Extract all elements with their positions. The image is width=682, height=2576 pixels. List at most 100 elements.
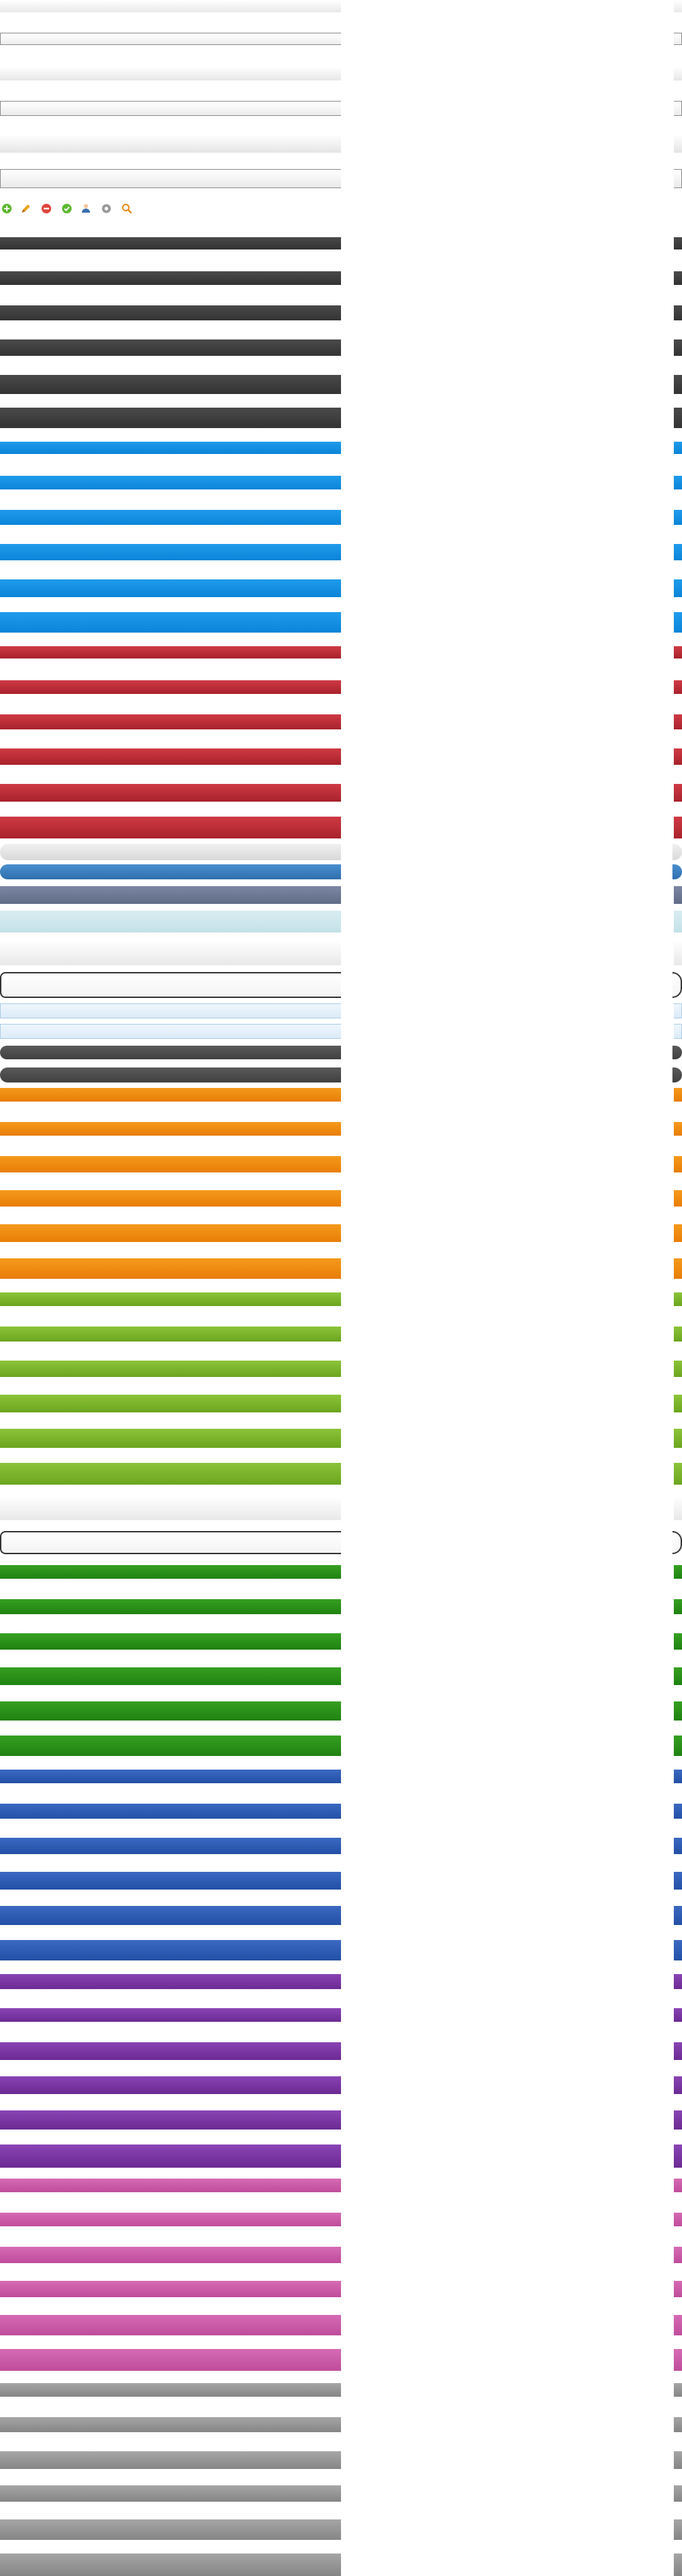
- button-cap-purple: [674, 2076, 682, 2094]
- settings-gear-icon: [100, 202, 113, 215]
- button-cap-dark-gray: [674, 339, 682, 356]
- button-cap-pale-blue: [674, 1024, 682, 1039]
- button-body-purple: [0, 2042, 341, 2060]
- button-cap-pink: [674, 2349, 682, 2371]
- button-cap-green: [674, 1667, 682, 1685]
- button-cap-white-outlined-thick: [672, 1531, 682, 1554]
- button-body-pale-blue: [0, 1003, 341, 1018]
- button-cap-gray: [674, 2451, 682, 2469]
- add-icon: [0, 202, 14, 215]
- button-body-royal-blue: [0, 1804, 341, 1819]
- button-cap-red: [674, 680, 682, 694]
- button-body-lime-green: [0, 1463, 341, 1485]
- button-cap-blue: [674, 442, 682, 454]
- button-body-purple: [0, 2008, 341, 2022]
- button-body-white-outlined-thick: [0, 1531, 341, 1554]
- button-cap-light-gray-pill: [672, 844, 682, 860]
- button-cap-dark-gray: [674, 408, 682, 428]
- button-body-white-gradient: [0, 0, 341, 12]
- button-cap-pink: [674, 2213, 682, 2226]
- button-cap-orange: [674, 1122, 682, 1136]
- button-body-red: [0, 784, 341, 802]
- button-body-pink: [0, 2281, 341, 2297]
- button-cap-white-gradient: [674, 941, 682, 965]
- button-body-purple: [0, 2145, 341, 2168]
- button-body-red: [0, 646, 341, 658]
- button-body-red: [0, 714, 341, 729]
- button-body-charcoal-pill: [0, 1046, 341, 1059]
- button-cap-royal-blue: [674, 1770, 682, 1783]
- button-cap-pink: [674, 2315, 682, 2335]
- button-body-green: [0, 1736, 341, 1756]
- button-cap-blue: [674, 544, 682, 560]
- button-cap-royal-blue: [674, 1804, 682, 1819]
- search-magnifier-icon: [120, 202, 134, 215]
- button-cap-green: [674, 1736, 682, 1756]
- button-body-lime-green: [0, 1395, 341, 1412]
- button-cap-lime-green: [674, 1361, 682, 1377]
- button-body-orange: [0, 1190, 341, 1207]
- icon-row: [0, 202, 150, 217]
- button-cap-purple: [674, 2145, 682, 2168]
- button-cap-white-gradient: [674, 67, 682, 80]
- delete-icon: [40, 202, 53, 215]
- button-body-lime-green: [0, 1327, 341, 1342]
- button-cap-light-cyan: [674, 911, 682, 933]
- button-cap-green: [674, 1565, 682, 1579]
- button-body-white-outlined-thick: [0, 972, 341, 998]
- button-body-blue: [0, 442, 341, 454]
- button-body-white-gradient: [0, 941, 341, 965]
- button-cap-green: [674, 1633, 682, 1650]
- button-cap-slate: [674, 886, 682, 904]
- button-body-orange: [0, 1258, 341, 1279]
- button-body-white-outlined: [0, 101, 341, 116]
- button-cap-pink: [674, 2281, 682, 2297]
- button-body-gray: [0, 2451, 341, 2469]
- button-body-light-gray-pill: [0, 844, 341, 860]
- button-body-royal-blue: [0, 1872, 341, 1890]
- button-body-pink: [0, 2315, 341, 2335]
- button-cap-pink: [674, 2179, 682, 2192]
- button-body-purple: [0, 2110, 341, 2130]
- button-cap-white-outlined: [674, 101, 682, 116]
- button-cap-royal-blue: [674, 1940, 682, 1960]
- button-body-gray: [0, 2383, 341, 2397]
- button-body-charcoal-pill: [0, 1067, 341, 1082]
- button-body-dark-gray: [0, 305, 341, 320]
- button-body-white-outlined: [0, 33, 341, 45]
- button-body-white-gradient: [0, 1497, 341, 1520]
- button-body-purple: [0, 1974, 341, 1989]
- user-icon: [79, 202, 93, 215]
- button-cap-gray: [674, 2485, 682, 2502]
- button-body-green: [0, 1667, 341, 1685]
- button-body-pink: [0, 2349, 341, 2371]
- edit-pencil-icon: [19, 202, 33, 215]
- button-cap-charcoal-pill: [672, 1046, 682, 1059]
- button-cap-red: [674, 646, 682, 658]
- button-body-white-outlined: [0, 169, 341, 188]
- button-body-white-gradient: [0, 135, 341, 153]
- button-body-blue: [0, 579, 341, 597]
- button-body-orange: [0, 1156, 341, 1172]
- button-cap-green: [674, 1701, 682, 1721]
- button-cap-gray: [674, 2417, 682, 2432]
- button-cap-white-outlined: [674, 169, 682, 188]
- button-body-green: [0, 1565, 341, 1579]
- button-body-dark-gray: [0, 237, 341, 249]
- button-body-green: [0, 1599, 341, 1614]
- button-cap-gray: [674, 2383, 682, 2397]
- button-cap-white-outlined-thick: [672, 972, 682, 998]
- button-cap-charcoal-pill: [672, 1067, 682, 1082]
- button-cap-blue: [674, 612, 682, 633]
- button-body-pink: [0, 2247, 341, 2263]
- button-body-dark-gray: [0, 408, 341, 428]
- button-body-lime-green: [0, 1292, 341, 1306]
- button-body-pink: [0, 2179, 341, 2192]
- button-cap-purple: [674, 2110, 682, 2130]
- button-body-gray: [0, 2554, 341, 2576]
- button-cap-orange: [674, 1224, 682, 1242]
- button-body-blue: [0, 544, 341, 560]
- button-body-orange: [0, 1088, 341, 1102]
- button-body-light-cyan: [0, 911, 341, 933]
